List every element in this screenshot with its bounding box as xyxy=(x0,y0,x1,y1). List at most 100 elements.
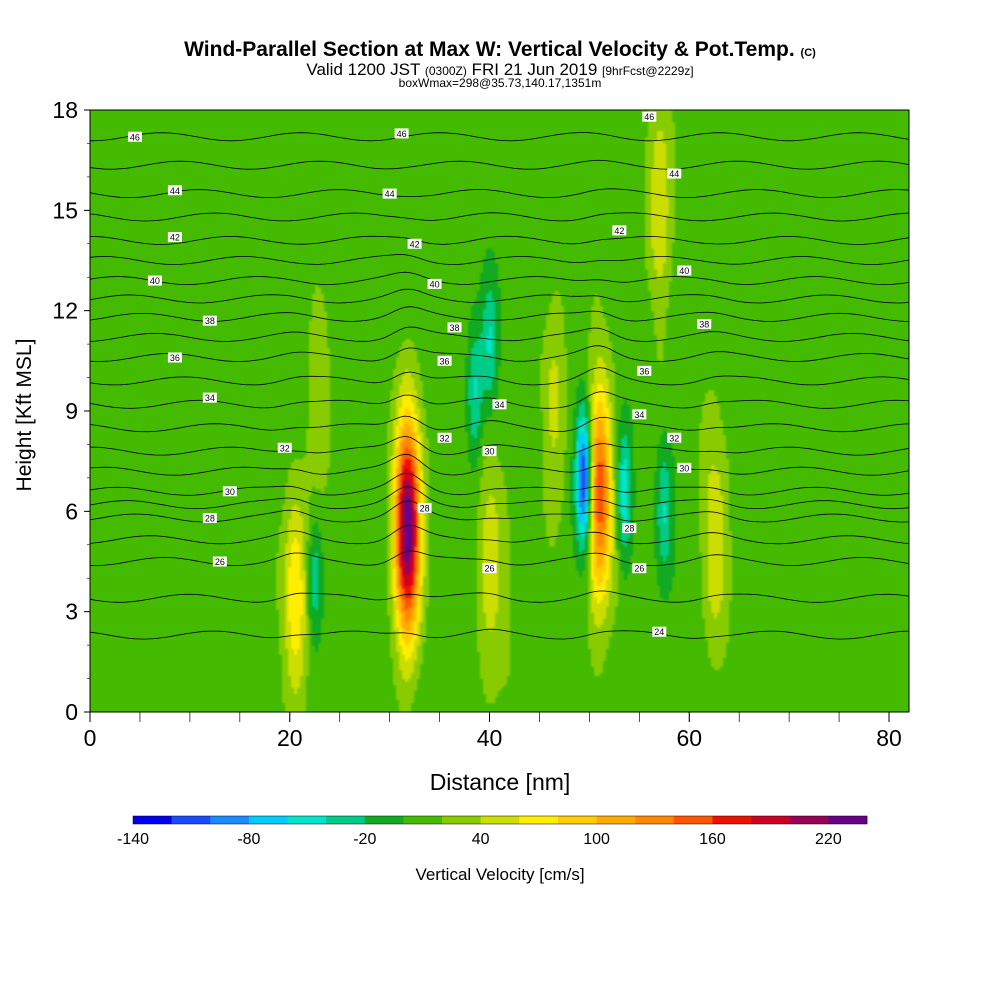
isentrope-label-text: 30 xyxy=(485,447,495,457)
isentrope-label-text: 40 xyxy=(430,279,440,289)
colorbar-swatch xyxy=(133,816,172,824)
colorbar-swatch xyxy=(519,816,559,824)
isentrope-label-box xyxy=(202,513,217,524)
isentrope-label-text: 34 xyxy=(205,393,215,403)
x-tick-label: 20 xyxy=(277,725,303,751)
colorbar-swatch xyxy=(751,816,791,824)
isentrope-line xyxy=(90,188,909,199)
isentrope-line xyxy=(90,435,909,456)
isentrope-label-box xyxy=(492,399,507,410)
colorbar-tick-label: 100 xyxy=(583,831,610,848)
isentrope-label-box xyxy=(632,563,647,574)
isentrope-line xyxy=(90,524,909,545)
x-axis-label: Distance [nm] xyxy=(430,769,571,795)
x-tick-label: 60 xyxy=(676,725,702,751)
colorbar-swatch xyxy=(403,816,443,824)
isentrope-label-text: 44 xyxy=(385,189,395,199)
isentrope-label-box xyxy=(667,168,682,179)
isentrope-label: 28 xyxy=(202,513,217,524)
isentrope-label: 28 xyxy=(417,502,432,513)
isentrope-line xyxy=(90,159,909,170)
colorbar-swatch xyxy=(442,816,481,824)
colorbar-tick-label: -80 xyxy=(237,831,260,848)
isentrope-label: 34 xyxy=(202,392,217,403)
isentrope-line xyxy=(90,486,909,510)
isentrope-line xyxy=(90,132,909,142)
colorbar-swatch xyxy=(364,816,404,824)
utc-time: (0300Z) xyxy=(424,64,467,78)
colorbar-swatch xyxy=(171,816,211,824)
isentrope-label-box xyxy=(167,232,182,243)
y-tick-label: 3 xyxy=(65,599,78,625)
isentrope-label: 32 xyxy=(277,442,292,453)
isentrope-line xyxy=(90,271,909,286)
isentrope-label: 32 xyxy=(437,432,452,443)
isentrope-line xyxy=(90,235,909,245)
y-tick-label: 0 xyxy=(65,699,78,725)
isentrope-label-text: 24 xyxy=(654,627,664,637)
isentrope-label: 36 xyxy=(437,355,452,366)
isentrope-label: 42 xyxy=(612,225,627,236)
isentrope-line xyxy=(90,367,909,386)
isentrope-label: 36 xyxy=(167,352,182,363)
isentrope-label-box xyxy=(417,502,432,513)
isentrope-line xyxy=(90,415,909,433)
isentrope-line xyxy=(90,628,909,640)
isentrope-label-box xyxy=(622,523,637,534)
isentrope-label-box xyxy=(677,265,692,276)
isentrope-label-box xyxy=(202,392,217,403)
isentrope-label-box xyxy=(167,185,182,196)
isentrope-label-box xyxy=(394,128,409,139)
isentrope-label: 44 xyxy=(667,168,682,179)
isentrope-label-text: 26 xyxy=(634,564,644,574)
isentrope-label: 38 xyxy=(447,322,462,333)
isentrope-label-text: 26 xyxy=(215,557,225,567)
isentrope-label-text: 42 xyxy=(410,239,420,249)
isentrope-label-box xyxy=(167,352,182,363)
isentrope-label-box xyxy=(127,131,142,142)
isentrope-label-text: 46 xyxy=(397,129,407,139)
isentrope-label-text: 26 xyxy=(485,564,495,574)
isentrope-line xyxy=(90,345,909,362)
colorbar-tick-label: 220 xyxy=(815,831,842,848)
isentrope-label-text: 36 xyxy=(170,353,180,363)
x-tick-label: 40 xyxy=(477,725,503,751)
isentrope-label-box xyxy=(482,446,497,457)
colorbar-swatch xyxy=(248,816,288,824)
isentrope-label: 30 xyxy=(222,486,237,497)
colorbar-swatch xyxy=(210,816,250,824)
isentrope-line xyxy=(90,590,909,603)
isentrope-line xyxy=(90,453,909,476)
isentrope-label-text: 32 xyxy=(440,433,450,443)
isentrope-label: 44 xyxy=(382,188,397,199)
chart-title-mark: (C) xyxy=(800,47,816,59)
colorbar-tick-label: -20 xyxy=(353,831,376,848)
colorbar-swatch xyxy=(673,816,713,824)
vertical-velocity-field xyxy=(90,110,909,712)
isentrope-label-text: 30 xyxy=(679,463,689,473)
isentrope-label-box xyxy=(637,365,652,376)
isentrope-label-box xyxy=(482,563,497,574)
isentrope-line xyxy=(90,212,909,222)
y-tick-label: 18 xyxy=(52,97,78,123)
isentrope-label-text: 34 xyxy=(634,410,644,420)
isentrope-label-box xyxy=(147,275,162,286)
isentrope-label: 46 xyxy=(642,111,657,122)
isentrope-label: 26 xyxy=(482,563,497,574)
colorbar-swatch xyxy=(789,816,829,824)
chart-subtitle: Valid 1200 JST (0300Z) FRI 21 Jun 2019 [… xyxy=(0,60,1000,80)
colorbar-tick-label: 40 xyxy=(472,831,490,848)
isentrope-label: 38 xyxy=(202,315,217,326)
isentrope-label-text: 32 xyxy=(280,443,290,453)
isentrope-label-text: 28 xyxy=(205,514,215,524)
isentrope-label-text: 40 xyxy=(150,276,160,286)
isentrope-label-text: 44 xyxy=(669,169,679,179)
valid-time: Valid 1200 JST xyxy=(306,60,421,79)
colorbar-frame xyxy=(132,815,868,825)
isentrope-label-text: 32 xyxy=(669,433,679,443)
isentrope-label-text: 38 xyxy=(699,320,709,330)
isentrope-label-box xyxy=(642,111,657,122)
isentrope-label-text: 42 xyxy=(614,226,624,236)
colorbar-swatch xyxy=(635,816,675,824)
isentrope-label-box xyxy=(612,225,627,236)
